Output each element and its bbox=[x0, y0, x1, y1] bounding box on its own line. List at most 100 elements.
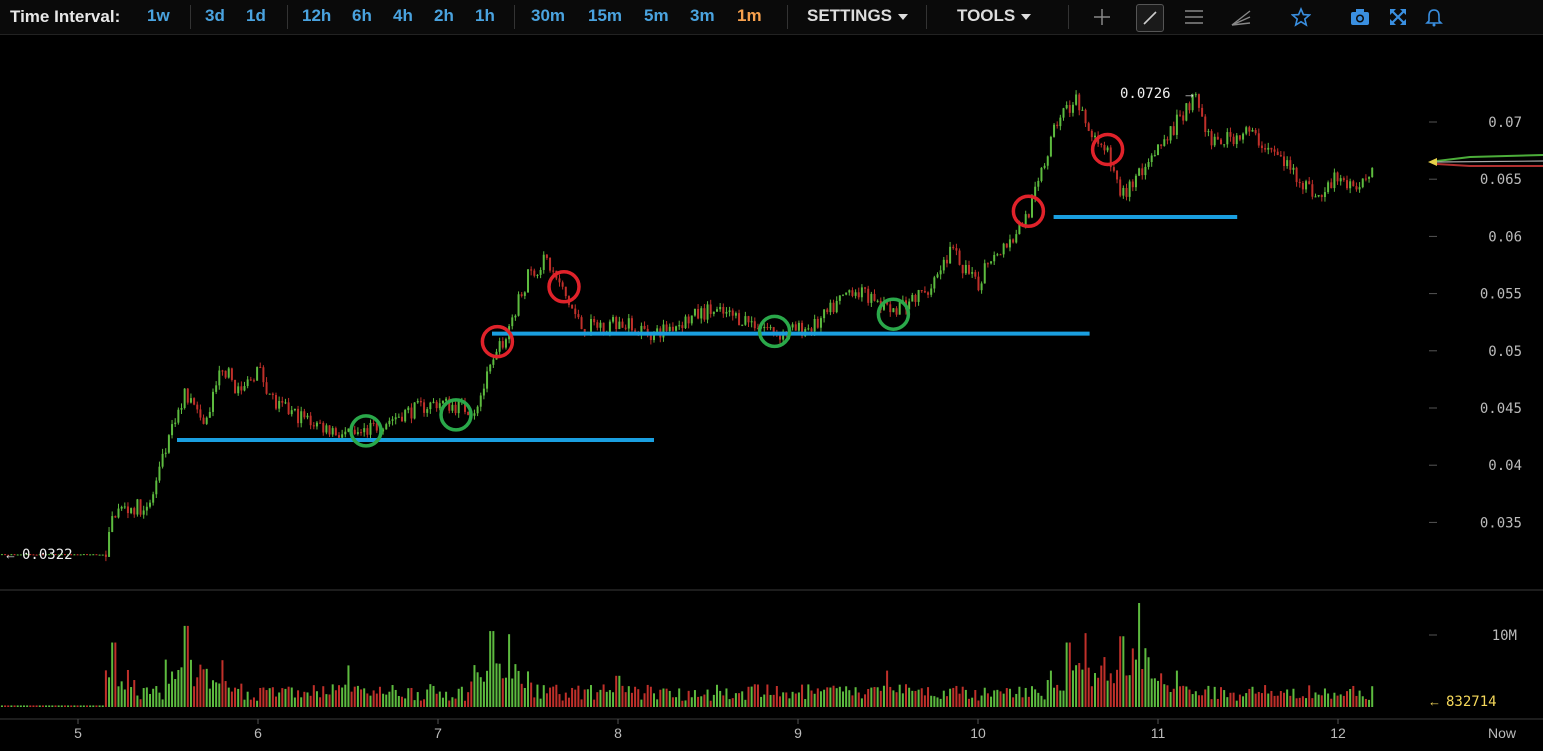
volume-bar bbox=[1068, 642, 1071, 707]
volume-bar bbox=[404, 698, 407, 707]
candle-body bbox=[1298, 182, 1301, 184]
interval-1w[interactable]: 1w bbox=[147, 6, 170, 25]
volume-bar bbox=[388, 691, 391, 707]
volume-bar bbox=[794, 693, 797, 707]
x-tick-label: 10 bbox=[970, 725, 986, 741]
candle-body bbox=[898, 301, 901, 315]
candle-body bbox=[1106, 147, 1109, 151]
volume-bar bbox=[653, 693, 655, 707]
interval-3m[interactable]: 3m bbox=[690, 6, 715, 25]
volume-bar bbox=[1270, 690, 1273, 707]
candle-body bbox=[690, 315, 693, 324]
horizontal-lines-icon[interactable] bbox=[1181, 4, 1207, 30]
annotation-circle-green bbox=[349, 414, 383, 448]
candle-body bbox=[48, 554, 51, 556]
bell-icon[interactable] bbox=[1421, 4, 1447, 30]
volume-bar bbox=[939, 698, 942, 707]
candle-body bbox=[23, 554, 25, 556]
volume-bar bbox=[838, 686, 841, 707]
candle-body bbox=[372, 422, 375, 424]
volume-bar bbox=[202, 669, 205, 707]
interval-4h[interactable]: 4h bbox=[393, 6, 413, 25]
volume-bar bbox=[1368, 699, 1371, 707]
interval-5m[interactable]: 5m bbox=[644, 6, 669, 25]
volume-bar bbox=[583, 689, 586, 707]
candle-body bbox=[1138, 168, 1141, 176]
candle-body bbox=[476, 406, 479, 414]
candle-body bbox=[1122, 187, 1125, 196]
candle-body bbox=[1172, 126, 1175, 135]
interval-1h[interactable]: 1h bbox=[475, 6, 495, 25]
candle-body bbox=[227, 368, 230, 378]
interval-3d[interactable]: 3d bbox=[205, 6, 225, 25]
trendline-icon[interactable] bbox=[1136, 4, 1164, 32]
volume-bar bbox=[1112, 683, 1115, 707]
candle-body bbox=[520, 294, 523, 296]
volume-bar bbox=[293, 697, 296, 707]
candle-body bbox=[1008, 239, 1011, 248]
candle-body bbox=[111, 516, 114, 532]
candle-body bbox=[252, 380, 255, 382]
volume-bar bbox=[627, 686, 630, 707]
candle-body bbox=[1311, 184, 1314, 197]
candle-body bbox=[199, 409, 202, 418]
star-icon[interactable] bbox=[1288, 4, 1314, 30]
interval-12h[interactable]: 12h bbox=[302, 6, 332, 25]
volume-bar bbox=[347, 665, 350, 707]
volume-bar bbox=[161, 699, 164, 707]
volume-bar bbox=[1182, 685, 1185, 707]
fullscreen-icon[interactable] bbox=[1385, 4, 1411, 30]
volume-bar bbox=[1220, 687, 1222, 707]
volume-bar bbox=[785, 692, 788, 707]
volume-bar bbox=[1245, 693, 1248, 707]
volume-bar bbox=[753, 684, 756, 707]
candle-body bbox=[1270, 147, 1273, 150]
candle-body bbox=[388, 420, 391, 425]
candle-body bbox=[347, 428, 350, 432]
volume-bar bbox=[1292, 688, 1295, 707]
candle-body bbox=[1235, 135, 1238, 145]
candle-body bbox=[1185, 103, 1188, 121]
volume-bar bbox=[208, 688, 211, 707]
crosshair-icon[interactable] bbox=[1089, 4, 1115, 30]
candle-body bbox=[1087, 123, 1090, 131]
candle-body bbox=[98, 554, 101, 556]
volume-bar bbox=[769, 694, 772, 707]
candle-body bbox=[139, 499, 142, 515]
candle-body bbox=[171, 424, 174, 436]
volume-bar bbox=[167, 683, 170, 707]
candle-body bbox=[766, 327, 769, 329]
interval-1d[interactable]: 1d bbox=[246, 6, 266, 25]
candle-body bbox=[1279, 155, 1282, 157]
volume-bar bbox=[287, 686, 290, 707]
candle-body bbox=[763, 327, 766, 329]
tools-menu[interactable]: TOOLS bbox=[957, 6, 1032, 26]
chart-toolbar: Time Interval: 1w 3d 1d 12h 6h 4h 2h 1h 30m 15m 5m… bbox=[0, 0, 1543, 35]
volume-bar bbox=[980, 695, 983, 707]
candle-body bbox=[1116, 170, 1119, 180]
volume-bar bbox=[237, 688, 240, 707]
candle-body bbox=[990, 261, 993, 264]
volume-bar bbox=[265, 690, 268, 707]
volume-bar bbox=[315, 691, 318, 707]
volume-bar bbox=[391, 685, 394, 707]
candle-body bbox=[221, 370, 224, 372]
interval-6h[interactable]: 6h bbox=[352, 6, 372, 25]
fan-icon[interactable] bbox=[1228, 4, 1254, 30]
camera-icon[interactable] bbox=[1347, 4, 1373, 30]
candle-body bbox=[249, 379, 252, 381]
volume-bar bbox=[725, 688, 728, 707]
volume-bar bbox=[1223, 690, 1226, 707]
interval-15m[interactable]: 15m bbox=[588, 6, 623, 25]
candle-body bbox=[369, 422, 372, 435]
volume-bar bbox=[775, 685, 778, 707]
candle-body bbox=[942, 259, 945, 271]
volume-bar bbox=[385, 694, 388, 707]
interval-1m[interactable]: 1m bbox=[737, 6, 762, 25]
interval-30m[interactable]: 30m bbox=[531, 6, 566, 25]
volume-bar bbox=[54, 705, 57, 707]
settings-menu[interactable]: SETTINGS bbox=[807, 6, 909, 26]
interval-2h[interactable]: 2h bbox=[434, 6, 454, 25]
volume-bar bbox=[79, 705, 82, 707]
